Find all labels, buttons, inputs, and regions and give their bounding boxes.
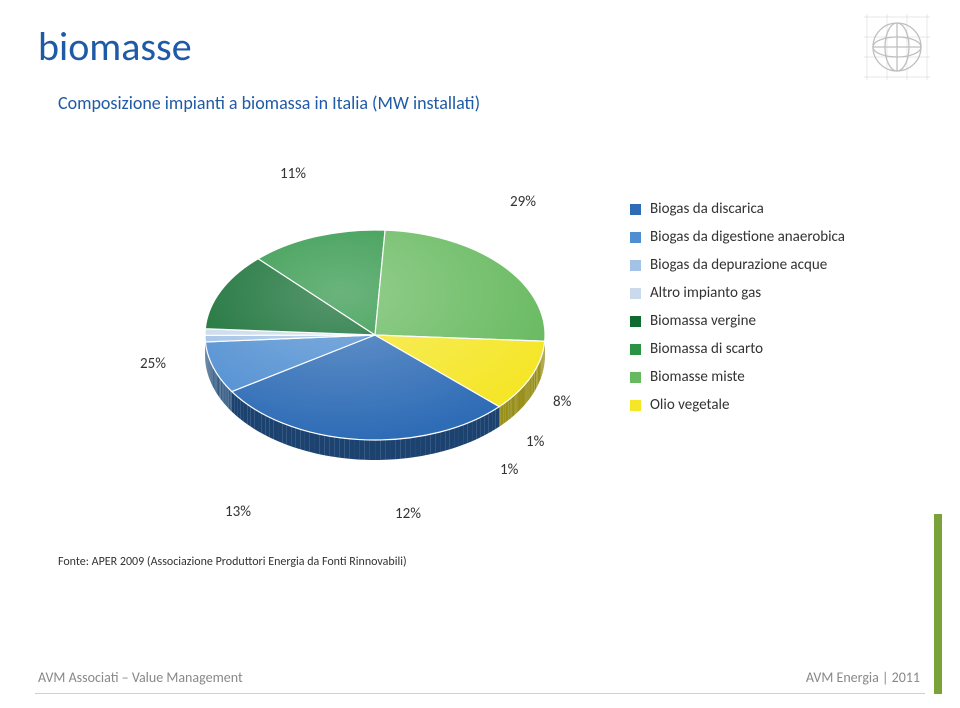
legend-label: Biomasse miste bbox=[650, 368, 745, 386]
legend-label: Altro impianto gas bbox=[650, 284, 761, 302]
subtitle: Composizione impianti a biomassa in Ital… bbox=[58, 92, 480, 114]
page-title: biomasse bbox=[38, 22, 192, 71]
pct-label: 8% bbox=[553, 393, 571, 411]
pct-label: 12% bbox=[395, 505, 421, 523]
legend-label: Biogas da depurazione acque bbox=[650, 256, 827, 274]
legend-swatch bbox=[630, 232, 641, 243]
footer: AVM Associati – Value Management AVM Ene… bbox=[0, 653, 960, 708]
globe-icon bbox=[862, 12, 932, 82]
legend-item: Biogas da digestione anaerobica bbox=[630, 228, 860, 246]
pct-label: 1% bbox=[500, 461, 518, 479]
pct-label: 29% bbox=[510, 193, 536, 211]
legend-item: Olio vegetale bbox=[630, 396, 860, 414]
legend-label: Biogas da digestione anaerobica bbox=[650, 228, 845, 246]
pct-label: 11% bbox=[280, 165, 306, 183]
pie-canvas bbox=[140, 165, 510, 535]
legend-item: Biomassa di scarto bbox=[630, 340, 860, 358]
footer-right: AVM Energia | 2011 bbox=[806, 669, 920, 686]
pct-label: 25% bbox=[140, 355, 166, 373]
legend-item: Biogas da discarica bbox=[630, 200, 860, 218]
pie-slice bbox=[375, 230, 545, 341]
legend-item: Biogas da depurazione acque bbox=[630, 256, 860, 274]
legend-swatch bbox=[630, 288, 641, 299]
slide: biomasse Composizione impianti a biomass… bbox=[0, 0, 960, 708]
legend-item: Altro impianto gas bbox=[630, 284, 860, 302]
legend-swatch bbox=[630, 344, 641, 355]
legend-label: Biomassa vergine bbox=[650, 312, 756, 330]
chart-legend: Biogas da discarica Biogas da digestione … bbox=[630, 200, 860, 424]
source-citation: Fonte: APER 2009 (Associazione Produttor… bbox=[58, 555, 407, 569]
legend-swatch bbox=[630, 316, 641, 327]
footer-left: AVM Associati – Value Management bbox=[38, 669, 243, 686]
legend-swatch bbox=[630, 372, 641, 383]
legend-swatch bbox=[630, 400, 641, 411]
pct-label: 1% bbox=[526, 433, 544, 451]
legend-swatch bbox=[630, 204, 641, 215]
legend-item: Biomassa vergine bbox=[630, 312, 860, 330]
legend-label: Biomassa di scarto bbox=[650, 340, 763, 358]
legend-label: Olio vegetale bbox=[650, 396, 729, 414]
pct-label: 13% bbox=[225, 503, 251, 521]
legend-item: Biomasse miste bbox=[630, 368, 860, 386]
pie-chart: Biogas da discarica Biogas da digestione … bbox=[60, 145, 900, 535]
legend-label: Biogas da discarica bbox=[650, 200, 764, 218]
legend-swatch bbox=[630, 260, 641, 271]
